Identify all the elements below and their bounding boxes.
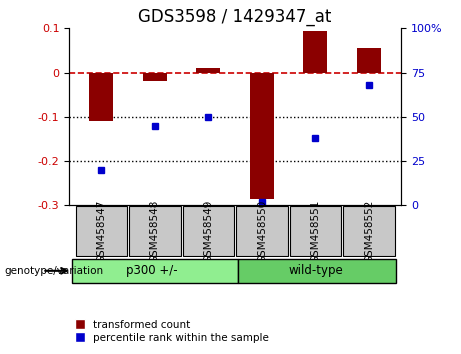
Text: GSM458549: GSM458549 [203, 199, 213, 263]
Bar [250, 73, 274, 199]
Bar [129, 206, 181, 256]
Bar [196, 68, 220, 73]
Text: GSM458547: GSM458547 [96, 199, 106, 263]
Bar [183, 206, 234, 256]
Bar [89, 73, 113, 121]
Text: GSM458550: GSM458550 [257, 199, 267, 263]
Title: GDS3598 / 1429347_at: GDS3598 / 1429347_at [138, 8, 332, 25]
Bar [72, 259, 238, 283]
Bar [343, 206, 395, 256]
Bar [238, 259, 396, 283]
Legend: transformed count, percentile rank within the sample: transformed count, percentile rank withi… [65, 315, 273, 347]
Bar [290, 206, 341, 256]
Text: GSM458548: GSM458548 [150, 199, 160, 263]
Bar [76, 206, 127, 256]
Bar [303, 30, 327, 73]
Text: GSM458551: GSM458551 [310, 199, 320, 263]
Bar [357, 48, 381, 73]
Bar [143, 73, 167, 81]
Text: wild-type: wild-type [288, 264, 343, 277]
Bar [236, 206, 288, 256]
Text: genotype/variation: genotype/variation [5, 266, 104, 276]
Text: GSM458552: GSM458552 [364, 199, 374, 263]
Text: p300 +/-: p300 +/- [126, 264, 178, 277]
